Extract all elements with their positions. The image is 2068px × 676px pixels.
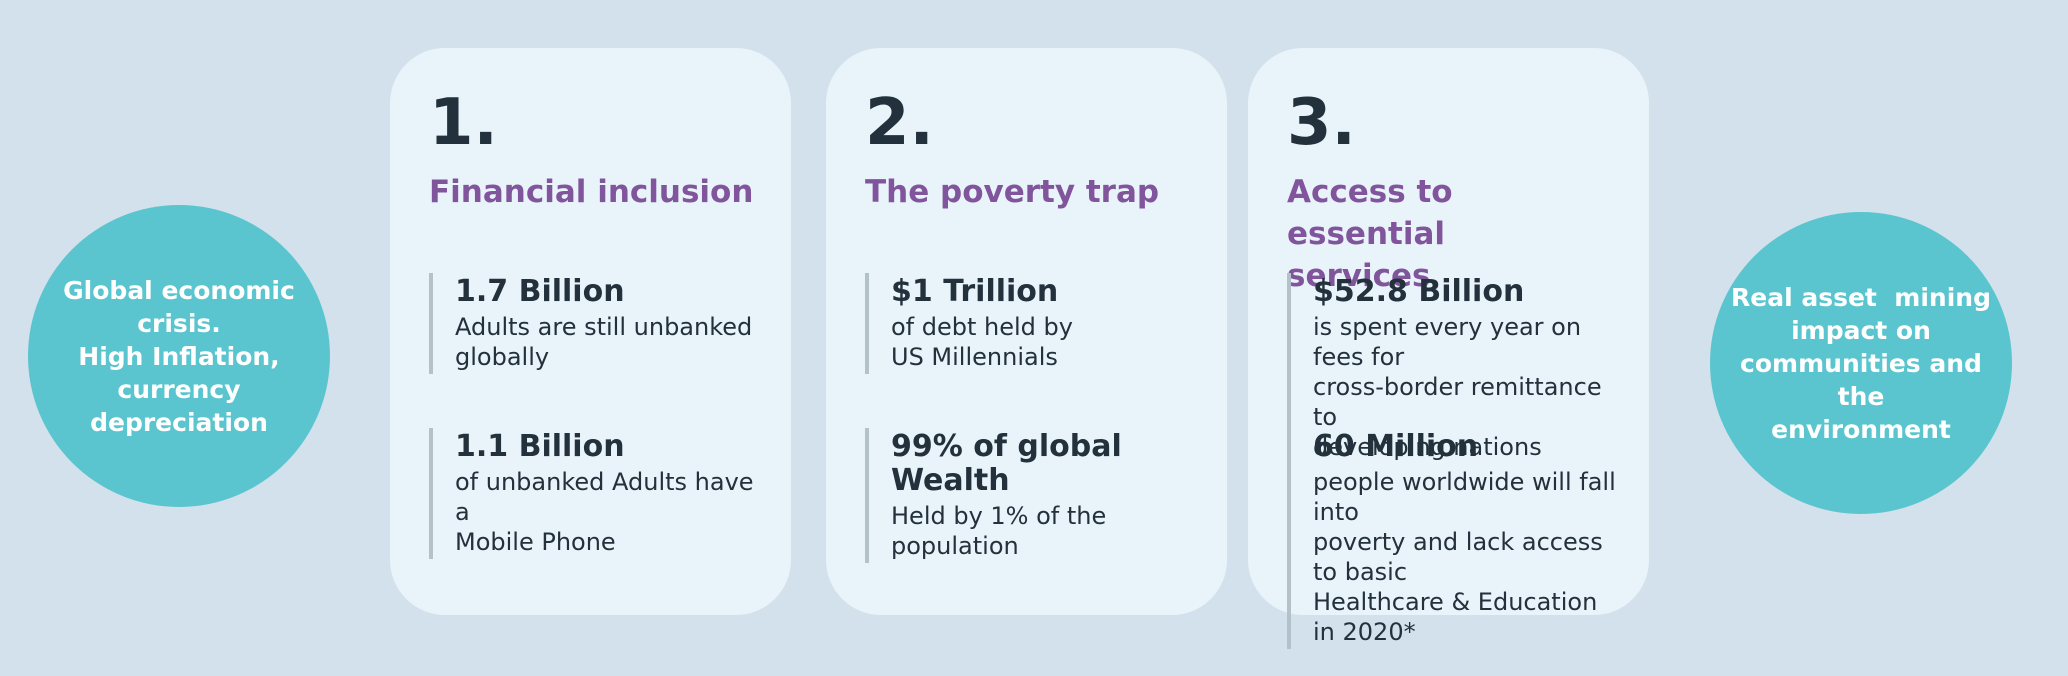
stat-value: 99% of global Wealth: [891, 429, 1122, 498]
card-poverty-trap: 2. The poverty trap $1 Trillion of debt …: [826, 48, 1227, 615]
stat-description: people worldwide will fall into poverty …: [1313, 468, 1616, 646]
card-title: Financial inclusion: [429, 174, 754, 210]
right-circle-text: Real asset mining impact on communities …: [1731, 282, 1991, 444]
left-circle-text: Global economic crisis. High Inflation, …: [63, 275, 295, 437]
stat-value: 60 Million: [1313, 429, 1479, 464]
stat-description: of debt held by US Millennials: [891, 313, 1073, 371]
stat-value: $1 Trillion: [891, 274, 1059, 309]
stat-value: 1.7 Billion: [455, 274, 625, 309]
card-number: 3.: [1287, 86, 1356, 160]
stat-block: 1.7 Billion Adults are still unbanked gl…: [429, 273, 765, 374]
stat-value: $52.8 Billion: [1313, 274, 1525, 309]
right-circle: Real asset mining impact on communities …: [1710, 212, 2012, 514]
stat-block: 1.1 Billion of unbanked Adults have a Mo…: [429, 428, 765, 559]
card-access-essential-services: 3. Access to essential services $52.8 Bi…: [1248, 48, 1649, 649]
stat-value: 1.1 Billion: [455, 429, 625, 464]
stat-block: 60 Million people worldwide will fall in…: [1287, 428, 1623, 649]
stat-block: 99% of global Wealth Held by 1% of the p…: [865, 428, 1201, 563]
stat-description: is spent every year on fees for cross-bo…: [1313, 313, 1602, 461]
stat-block: $52.8 Billion is spent every year on fee…: [1287, 273, 1623, 464]
card-title: The poverty trap: [865, 174, 1160, 210]
stat-block: $1 Trillion of debt held by US Millennia…: [865, 273, 1201, 374]
stat-description: Adults are still unbanked globally: [455, 313, 753, 371]
card-financial-inclusion: 1. Financial inclusion 1.7 Billion Adult…: [390, 48, 791, 615]
card-number: 2.: [865, 86, 934, 160]
left-circle: Global economic crisis. High Inflation, …: [28, 205, 330, 507]
card-title: Access to essential services: [1287, 174, 1453, 294]
stat-description: Held by 1% of the population: [891, 502, 1107, 560]
card-number: 1.: [429, 86, 498, 160]
stat-description: of unbanked Adults have a Mobile Phone: [455, 468, 754, 556]
